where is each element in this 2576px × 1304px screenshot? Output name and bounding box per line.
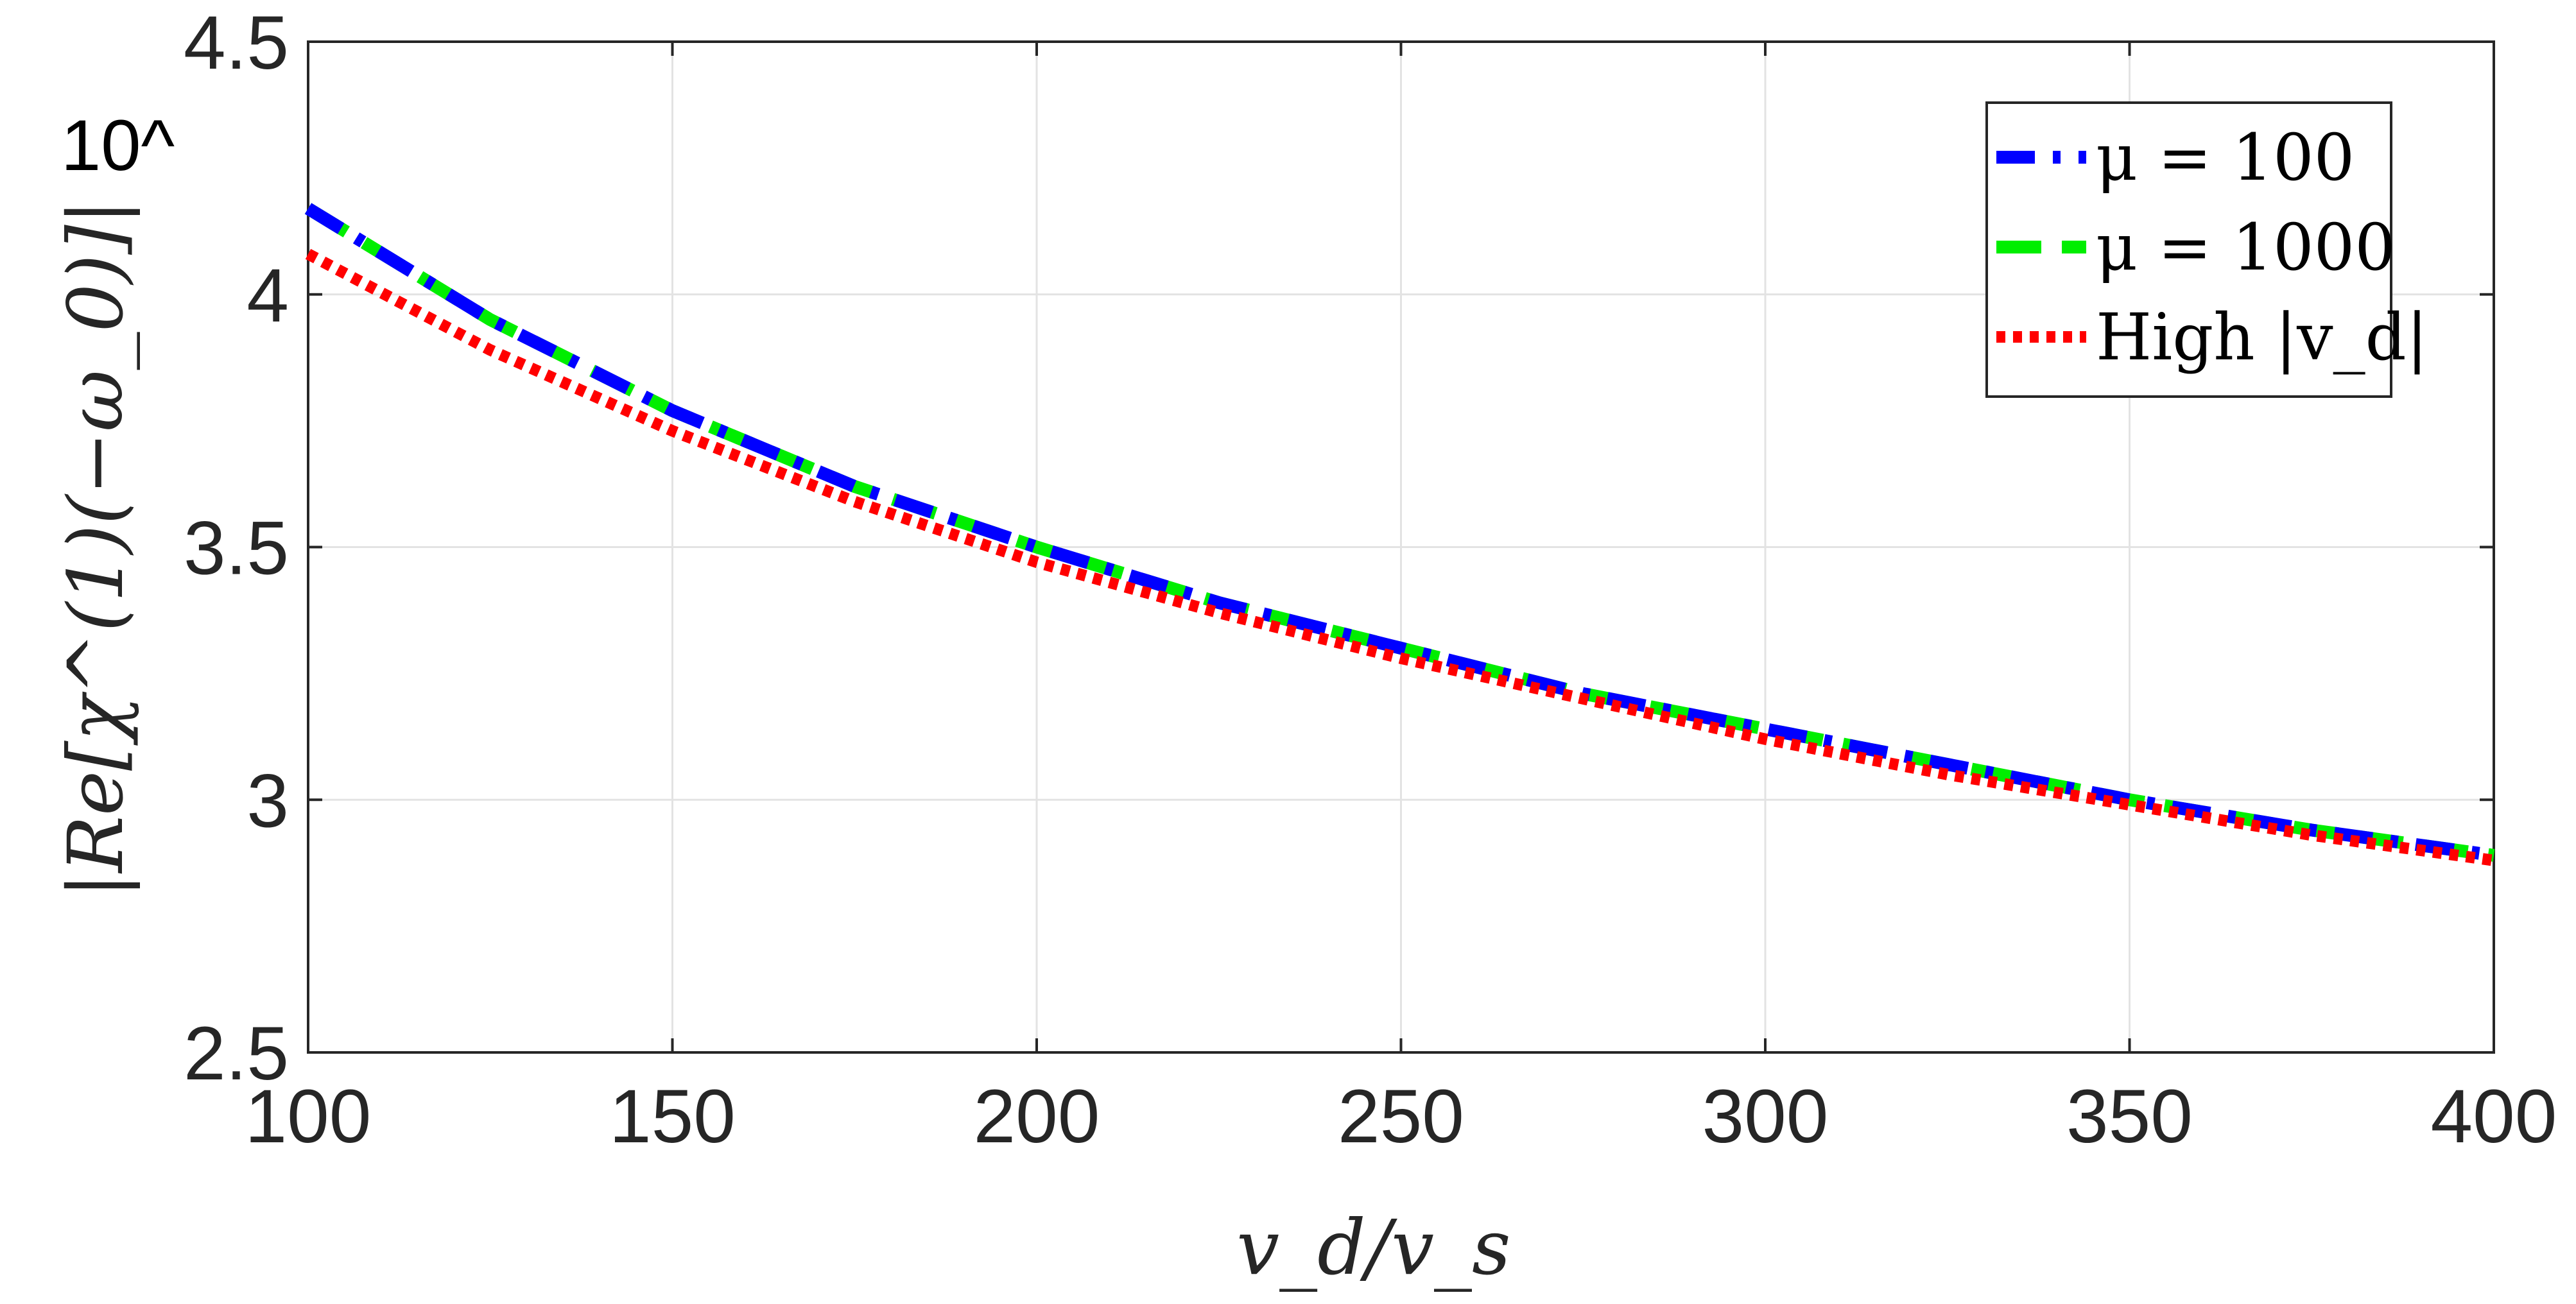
x-tick-label: 350 [2066,1074,2193,1159]
y-tick-label: 4 [246,253,289,338]
legend-label: High |v_d| [2096,300,2428,375]
series-line-3 [305,248,2495,866]
legend: μ = 100 μ = 1000 High |v_d| [1985,101,2428,398]
y-axis-label: |Re[χ^(1)(−ω_0)]| [51,199,140,898]
y-tick-label: 4.5 [184,1,289,85]
x-tick-labels: 100 150 200 250 300 350 400 [245,1074,2557,1159]
legend-label: μ = 1000 [2096,210,2396,285]
legend-entries: μ = 100 μ = 1000 High |v_d| [1996,120,2428,375]
y-exponent-label: 10^ [61,105,175,185]
x-tick-label: 100 [245,1074,372,1159]
y-tick-labels: 2.5 3 3.5 4 4.5 [184,1,289,1096]
y-tick-label: 3 [246,759,289,843]
legend-label: μ = 100 [2096,120,2355,195]
y-tick-label: 2.5 [184,1011,289,1096]
x-tick-label: 300 [1702,1074,1829,1159]
series-line-1 [304,203,2495,862]
x-tick-label: 400 [2431,1074,2557,1159]
x-tick-label: 250 [1338,1074,1464,1159]
series-layer [304,203,2495,866]
x-tick-label: 150 [609,1074,736,1159]
axis-ticks [307,40,2495,1054]
x-axis-label: v_d/v_s [1236,1203,1510,1292]
y-tick-label: 3.5 [184,506,289,591]
x-tick-label: 200 [974,1074,1100,1159]
